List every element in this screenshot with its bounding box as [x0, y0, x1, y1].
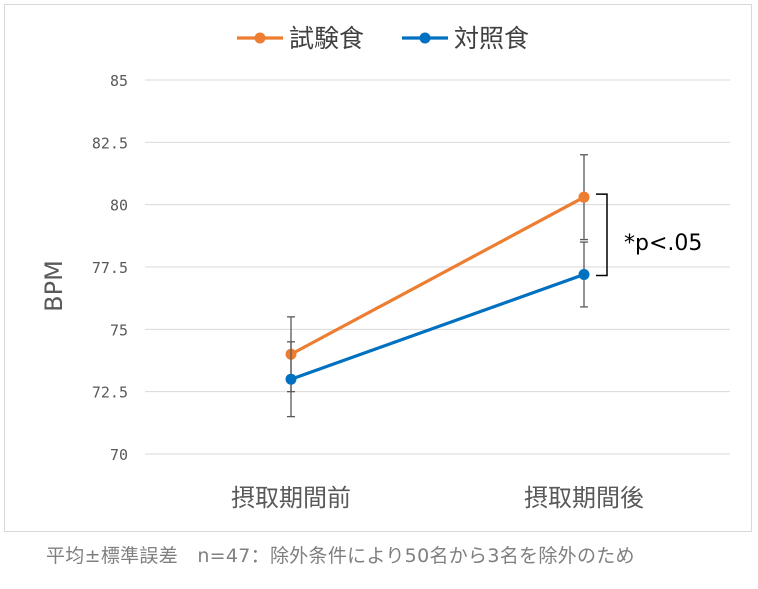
- legend-swatch-marker: [254, 32, 266, 44]
- legend-label: 試験食: [289, 24, 364, 53]
- y-tick-label: 75: [110, 321, 128, 339]
- legend: 試験食 対照食: [237, 24, 529, 53]
- data-point: [285, 373, 297, 385]
- y-axis-label: BPM: [40, 260, 68, 312]
- y-tick-label: 72.5: [92, 384, 128, 402]
- x-tick-label: 摂取期間前: [231, 484, 351, 512]
- series-line: [290, 272, 585, 381]
- chart-frame: [4, 4, 752, 532]
- legend-label: 対照食: [454, 24, 529, 53]
- x-tick-label: 摂取期間後: [524, 484, 644, 512]
- significance-bracket: *p<.05: [596, 193, 702, 277]
- gridlines: [145, 79, 730, 455]
- significance-bracket-line: [596, 193, 608, 277]
- series-line: [290, 195, 585, 356]
- y-tick-label: 82.5: [92, 134, 128, 152]
- x-axis-ticks: 摂取期間前 摂取期間後: [231, 484, 644, 512]
- data-point: [578, 268, 590, 280]
- data-point: [578, 191, 590, 203]
- significance-label: *p<.05: [624, 231, 702, 256]
- y-tick-label: 85: [110, 72, 128, 90]
- series-layer: [285, 154, 590, 418]
- series-control-food: [285, 241, 590, 418]
- legend-item: 対照食: [402, 24, 529, 53]
- y-tick-label: 70: [110, 446, 128, 464]
- y-axis-ticks: 70 72.5 75 77.5 80 82.5 85: [92, 72, 128, 464]
- y-tick-label: 77.5: [92, 259, 128, 277]
- y-tick-label: 80: [110, 197, 128, 215]
- series-test-food: [285, 154, 590, 393]
- legend-item: 試験食: [237, 24, 364, 53]
- footnote: 平均±標準誤差 n=47：除外条件により50名から3名を除外のため: [46, 545, 635, 567]
- legend-swatch-marker: [419, 32, 431, 44]
